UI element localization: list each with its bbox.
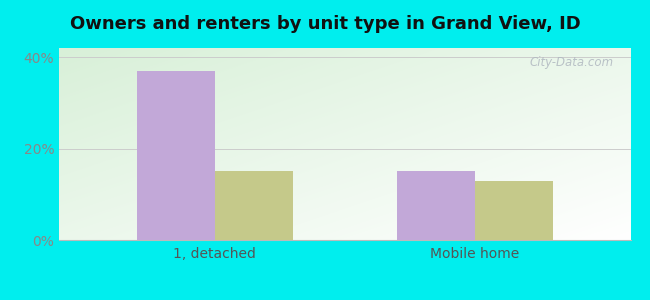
Bar — [396, 171, 474, 240]
Text: City-Data.com: City-Data.com — [529, 56, 614, 69]
Bar — [214, 171, 292, 240]
Bar — [474, 181, 552, 240]
Bar — [136, 71, 214, 240]
Text: Owners and renters by unit type in Grand View, ID: Owners and renters by unit type in Grand… — [70, 15, 580, 33]
Legend: Owner occupied units, Renter occupied units: Owner occupied units, Renter occupied un… — [167, 296, 522, 300]
